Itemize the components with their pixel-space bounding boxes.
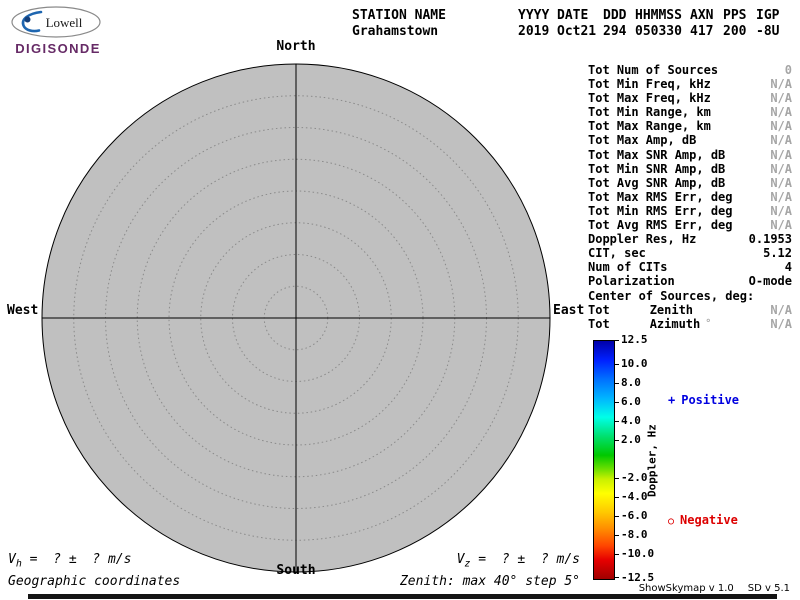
stat-row-tot-zenith: Tot Zenith N/A	[588, 302, 792, 317]
skymap-plot	[41, 63, 551, 573]
stat-row-max-freq: Tot Max Freq, kHz N/A	[588, 91, 792, 106]
compass-east-label: East	[553, 303, 585, 318]
logo-orb-icon	[24, 16, 31, 23]
colorbar-tick-label: -6.0	[621, 509, 648, 522]
date-value: Oct21	[557, 24, 597, 39]
compass-north-label: North	[276, 39, 316, 54]
pps-value: 200	[723, 24, 747, 39]
stat-row-max-range: Tot Max Range, km N/A	[588, 119, 792, 134]
bottom-border-bar	[28, 594, 777, 599]
logo-digisonde-text: DIGISONDE	[15, 41, 101, 56]
stat-row-min-snr: Tot Min SNR Amp, dB N/A	[588, 161, 792, 176]
header-col-ddd: DDD	[603, 8, 627, 23]
stat-row-center-of-sources: Center of Sources, deg:	[588, 288, 755, 303]
stat-row-cit: CIT, sec 5.12	[588, 246, 792, 261]
header-col-station-name: STATION NAME	[352, 8, 446, 23]
stat-row-max-rms: Tot Max RMS Err, deg N/A	[588, 189, 792, 204]
header-col-date: DATE	[557, 8, 589, 23]
colorbar-tick-label: -4.0	[621, 490, 648, 503]
compass-south-label: South	[276, 563, 316, 578]
colorbar-tick-label: 12.5	[621, 333, 648, 346]
header-labels-row: STATION NAME YYYY DATE DDD HHMMSS AXN PP…	[352, 8, 789, 23]
showskymap-version: ShowSkymap v 1.0	[638, 583, 734, 594]
time-value: 050330	[635, 24, 682, 39]
stat-row-min-range: Tot Min Range, km N/A	[588, 105, 792, 120]
stat-row-num-cits: Num of CITs 4	[588, 260, 792, 275]
compass-west-label: West	[7, 303, 39, 318]
stat-row-max-amp: Tot Max Amp, dB N/A	[588, 133, 792, 148]
colorbar-gradient	[593, 340, 615, 580]
colorbar-tick-label: -10.0	[621, 547, 655, 560]
horizontal-velocity-value: Vh = ? ± ? m/s	[8, 552, 132, 570]
header-col-pps: PPS	[723, 8, 747, 23]
stat-row-avg-snr: Tot Avg SNR Amp, dB N/A	[588, 175, 792, 190]
colorbar-tick-label: -12.5	[621, 571, 655, 584]
stat-row-avg-rms: Tot Avg RMS Err, deg N/A	[588, 218, 792, 233]
positive-doppler-legend: + Positive	[668, 393, 740, 407]
version-credit: ShowSkymap v 1.0 SD v 5.1	[639, 583, 790, 594]
station-name-value: Grahamstown	[352, 24, 439, 39]
stat-row-num-sources: Tot Num of Sources 0	[588, 63, 792, 77]
year-value: 2019	[518, 24, 550, 39]
colorbar-tick-label: 6.0	[621, 395, 641, 408]
stat-row-max-snr: Tot Max SNR Amp, dB N/A	[588, 147, 792, 162]
plus-marker-icon: +	[668, 393, 676, 407]
doy-value: 294	[603, 24, 627, 39]
lowell-logo-ellipse: Lowell	[11, 6, 101, 38]
coordinates-label: Geographic coordinates	[8, 574, 181, 589]
sd-version: SD v 5.1	[747, 583, 790, 594]
logo-lowell-text: Lowell	[46, 15, 83, 30]
header-col-hhmmss: HHMMSS	[635, 8, 682, 23]
axn-value: 417	[690, 24, 714, 39]
header-values-row: Grahamstown 2019 Oct21 294 050330 417 20…	[352, 24, 789, 39]
lowell-digisonde-logo: Lowell DIGISONDE	[10, 6, 106, 56]
doppler-colorbar: 12.5 10.0 8.0 6.0 4.0 2.0 -2.0 -4.0 -6.0…	[593, 334, 713, 586]
colorbar-tick-label: 8.0	[621, 376, 641, 389]
statistics-panel: Tot Num of Sources 0 Tot Min Freq, kHz N/A…	[588, 63, 792, 331]
igp-value: -8U	[756, 24, 780, 39]
stat-row-polarization: Polarization O-mode	[588, 274, 792, 289]
colorbar-tick-label: -2.0	[621, 471, 648, 484]
colorbar-tick-label: 10.0	[621, 357, 648, 370]
colorbar-axis-title: Doppler, Hz	[645, 424, 659, 497]
header-col-axn: AXN	[690, 8, 714, 23]
logo-swoosh-icon	[21, 10, 43, 33]
stat-row-min-freq: Tot Min Freq, kHz N/A	[588, 77, 792, 92]
colorbar-tick-label: 2.0	[621, 433, 641, 446]
header-col-yyyy: YYYY	[518, 8, 550, 23]
vertical-velocity-value: Vz = ? ± ? m/s	[456, 552, 580, 570]
colorbar-tick-label: -8.0	[621, 528, 648, 541]
stat-row-min-rms: Tot Min RMS Err, deg N/A	[588, 203, 792, 218]
zenith-range-label: Zenith: max 40° step 5°	[399, 574, 580, 589]
header-col-igp: IGP	[756, 8, 780, 23]
circle-marker-icon: ○	[668, 516, 675, 527]
stat-row-doppler-res: Doppler Res, Hz 0.1953	[588, 232, 792, 247]
colorbar-tick-label: 4.0	[621, 414, 641, 427]
negative-doppler-legend: ○ Negative	[668, 513, 738, 527]
azimuth-degree-mark: °	[705, 317, 712, 329]
stat-row-tot-azimuth: Tot Azimuth ° N/A	[588, 316, 792, 331]
